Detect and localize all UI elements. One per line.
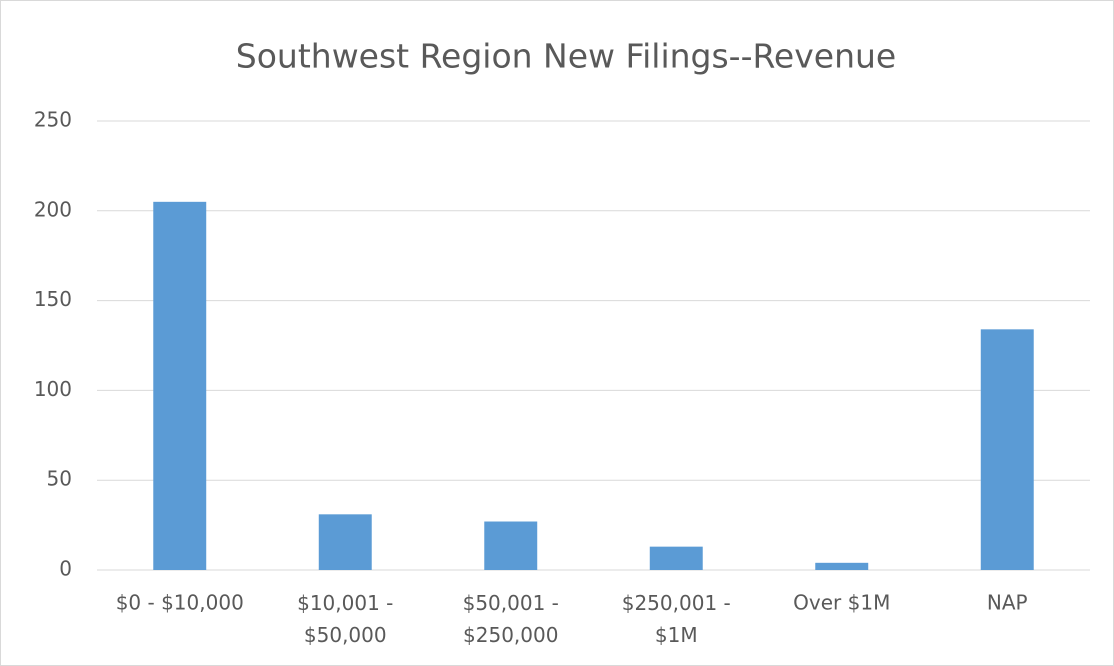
y-tick-label: 50 [47,467,72,491]
x-tick-label: $250,001 -$1M [622,591,731,647]
y-tick-label: 250 [34,108,72,132]
x-tick-label: Over $1M [793,591,890,615]
bar [318,514,372,570]
y-tick-label: 0 [59,557,72,581]
bar [980,329,1034,570]
y-tick-label: 150 [34,287,72,311]
chart-title: Southwest Region New Filings--Revenue [236,37,896,76]
x-tick-label: NAP [987,591,1028,615]
x-tick-label: $50,001 -$250,000 [463,591,559,647]
bar [815,562,869,570]
bar [484,521,538,570]
y-tick-label: 200 [34,197,72,221]
bar [649,546,703,570]
y-tick-label: 100 [34,377,72,401]
x-tick-label: $10,001 -$50,000 [297,591,393,647]
x-tick-label: $0 - $10,000 [116,591,244,615]
bar [153,201,207,570]
